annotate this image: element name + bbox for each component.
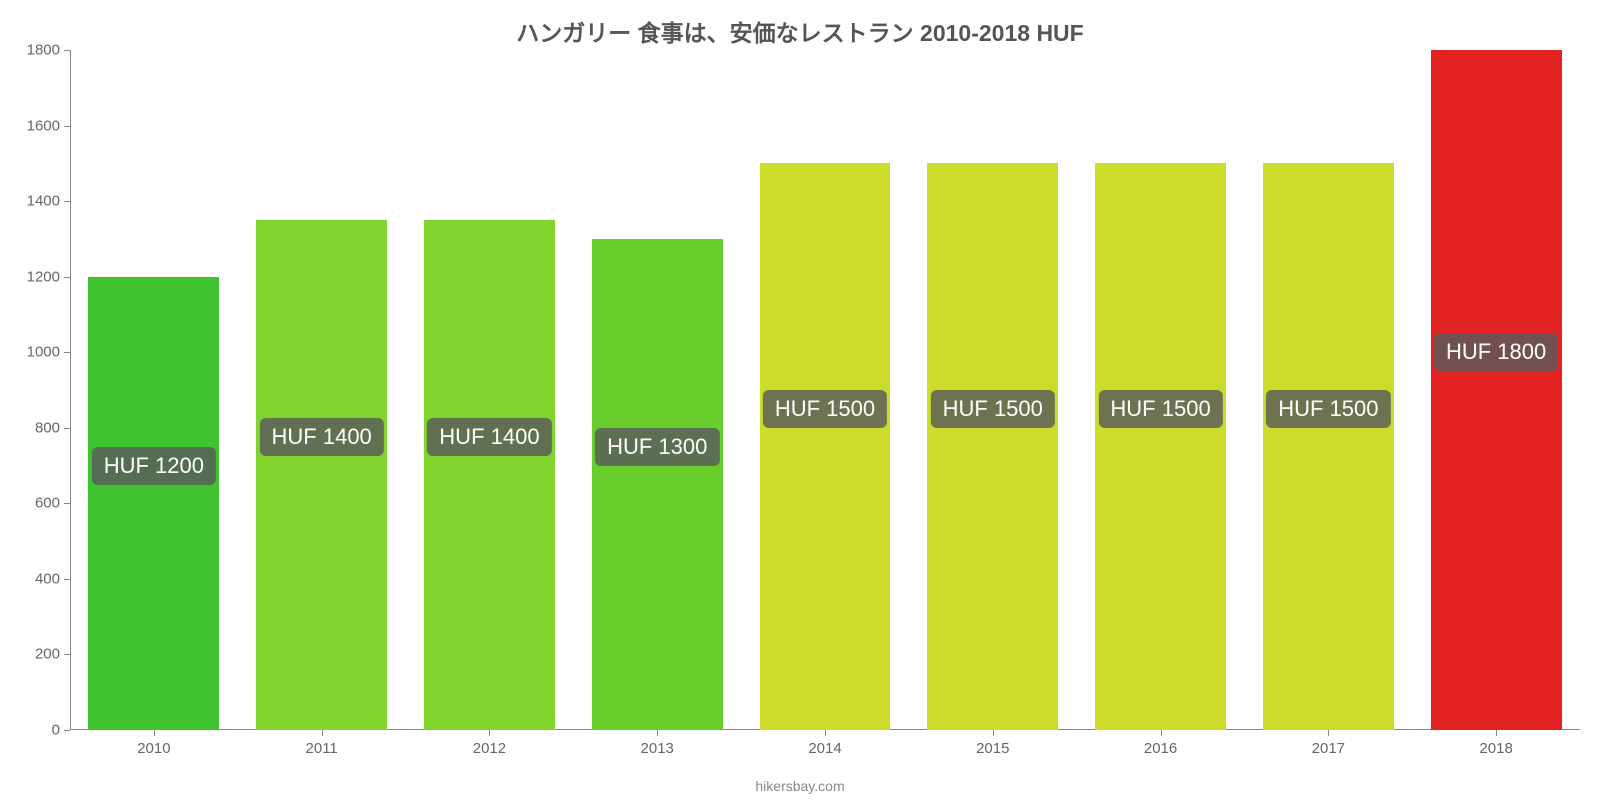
y-tick-label: 0 — [52, 722, 70, 739]
x-tick-label: 2013 — [641, 730, 674, 757]
bar — [927, 163, 1058, 730]
bar — [760, 163, 891, 730]
bar-value-badge: HUF 1200 — [92, 447, 216, 485]
x-tick-label: 2018 — [1479, 730, 1512, 757]
bar — [256, 220, 387, 730]
y-tick-label: 200 — [35, 646, 70, 663]
y-tick-label: 1400 — [27, 193, 70, 210]
y-axis — [70, 50, 71, 730]
footer-attribution: hikersbay.com — [0, 778, 1600, 794]
bar-value-badge: HUF 1500 — [763, 390, 887, 428]
plot-area: 0200400600800100012001400160018002010201… — [70, 50, 1580, 730]
chart-title: ハンガリー 食事は、安価なレストラン 2010-2018 HUF — [0, 14, 1600, 48]
bar — [88, 277, 219, 730]
x-tick-label: 2015 — [976, 730, 1009, 757]
x-tick-label: 2011 — [306, 730, 338, 757]
bar-value-badge: HUF 1500 — [931, 390, 1055, 428]
y-tick-label: 800 — [35, 419, 70, 436]
bar-value-badge: HUF 1300 — [595, 428, 719, 466]
x-tick-label: 2012 — [473, 730, 506, 757]
x-tick-label: 2017 — [1312, 730, 1345, 757]
x-tick-label: 2014 — [808, 730, 841, 757]
y-tick-label: 600 — [35, 495, 70, 512]
y-tick-label: 1200 — [27, 268, 70, 285]
bar — [1095, 163, 1226, 730]
bar — [424, 220, 555, 730]
y-tick-label: 1600 — [27, 117, 70, 134]
x-tick-label: 2016 — [1144, 730, 1177, 757]
bar-value-badge: HUF 1500 — [1098, 390, 1222, 428]
bar-value-badge: HUF 1500 — [1266, 390, 1390, 428]
chart-container: ハンガリー 食事は、安価なレストラン 2010-2018 HUF 0200400… — [0, 0, 1600, 800]
x-tick-label: 2010 — [137, 730, 170, 757]
bar-value-badge: HUF 1400 — [427, 418, 551, 456]
bar — [1263, 163, 1394, 730]
bar-value-badge: HUF 1800 — [1434, 333, 1558, 371]
bar — [592, 239, 723, 730]
bar — [1431, 50, 1562, 730]
y-tick-label: 1800 — [27, 42, 70, 59]
y-tick-label: 400 — [35, 570, 70, 587]
y-tick-label: 1000 — [27, 344, 70, 361]
bar-value-badge: HUF 1400 — [260, 418, 384, 456]
